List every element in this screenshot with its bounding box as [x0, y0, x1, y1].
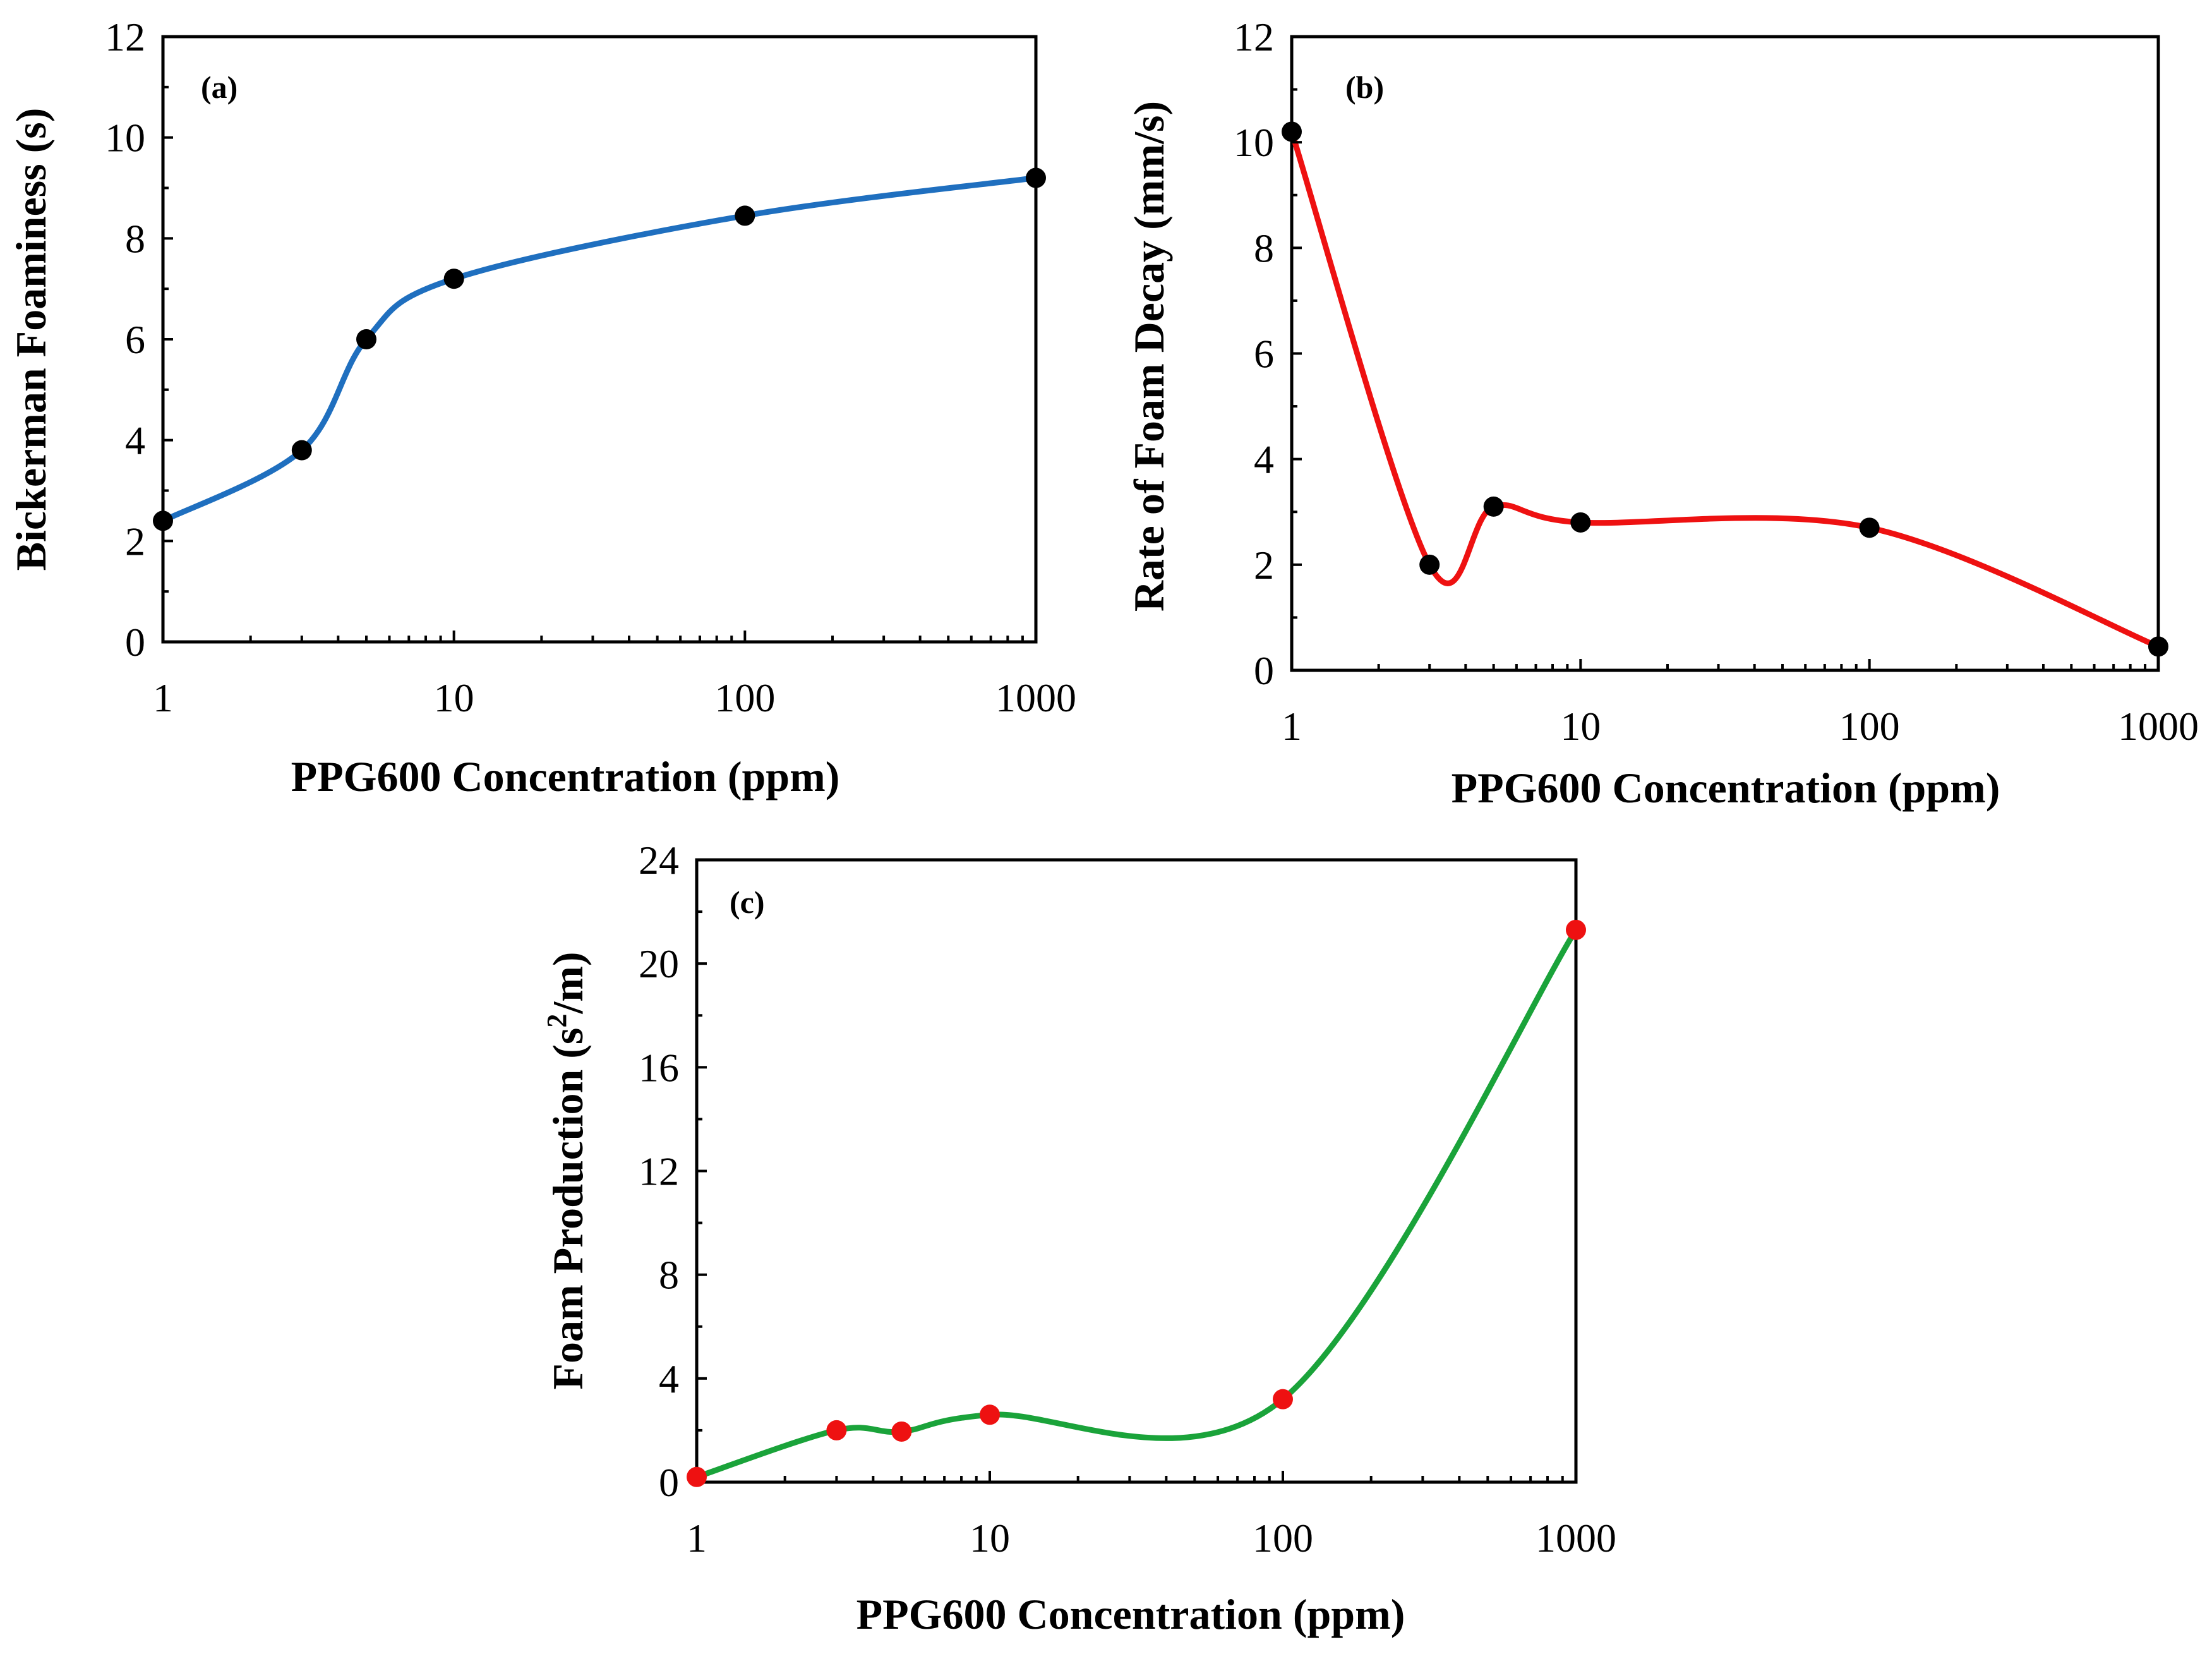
data-point	[1419, 554, 1440, 575]
data-point	[826, 1420, 847, 1440]
data-point	[891, 1421, 912, 1442]
data-point	[153, 510, 173, 531]
panel-b: (b) 0 2 4 6 8 10 12 1 10 100 1000 PPG600 Concentra…	[1125, 15, 2199, 812]
y-tick-label: 8	[659, 1253, 679, 1298]
x-tick-label: 1	[1282, 704, 1302, 749]
x-tick-label: 10	[1560, 704, 1601, 749]
y-axis-title-c-end: /m)	[544, 951, 592, 1014]
data-point	[1273, 1389, 1293, 1410]
y-tick-label: 16	[639, 1045, 679, 1090]
x-tick-label: 1	[687, 1516, 707, 1560]
data-point	[687, 1466, 707, 1487]
data-point	[1282, 121, 1302, 142]
data-point	[980, 1404, 1000, 1425]
x-tick-label: 100	[714, 675, 775, 720]
panel-label-c: (c)	[730, 884, 765, 920]
data-point	[291, 440, 312, 461]
x-tick-label: 10	[970, 1516, 1010, 1560]
x-tick-label: 10	[434, 675, 474, 720]
tick-layer-c: 0 4 8 12 16 20 24 1 10 100 1000	[639, 838, 1616, 1560]
y-tick-label: 0	[125, 620, 145, 665]
y-tick-label: 12	[105, 15, 145, 59]
plot-frame-b	[1290, 35, 2160, 672]
y-tick-label: 2	[125, 519, 145, 564]
y-axis-title-c: Foam Production (s2/m)	[541, 951, 592, 1389]
y-tick-label: 6	[1254, 332, 1274, 377]
curve-layer-b	[1289, 131, 2160, 649]
panel-label-b: (b)	[1345, 69, 1384, 105]
marker-layer-a	[153, 167, 1046, 531]
y-axis-title-b: Rate of Foam Decay (mm/s)	[1125, 101, 1173, 612]
x-axis-title-b: PPG600 Concentration (ppm)	[1452, 764, 2000, 812]
marker-layer-c	[687, 919, 1586, 1487]
y-tick-label: 6	[125, 317, 145, 362]
data-point	[1570, 512, 1591, 533]
data-point	[1026, 167, 1046, 188]
x-axis-title-a: PPG600 Concentration (ppm)	[291, 752, 840, 800]
panel-a: (a) 0 2 4 6 8 10 12 1 10 100 1000 PPG600 Concentra…	[7, 15, 1076, 800]
panel-c: (c) 0 4 8 12 16 20 24 1 10 100 1000 PPG600 Concent…	[541, 838, 1616, 1638]
y-tick-label: 8	[125, 216, 145, 261]
marker-layer-b	[1282, 121, 2168, 657]
y-axis-title-c-main: Foam Production (s	[544, 1028, 592, 1390]
data-point	[443, 269, 464, 289]
data-point	[1566, 919, 1586, 940]
x-tick-label: 100	[1839, 704, 1900, 749]
y-tick-label: 2	[1254, 543, 1274, 588]
data-point	[735, 205, 755, 226]
y-tick-label: 12	[1234, 15, 1274, 59]
data-point	[356, 329, 376, 349]
panel-label-a: (a)	[201, 69, 237, 105]
y-tick-label: 20	[639, 941, 679, 986]
tick-layer-a: 0 2 4 6 8 10 12 1 10 100 1000	[105, 15, 1076, 720]
plot-frame-a	[161, 35, 1038, 644]
y-tick-label: 0	[1254, 648, 1274, 693]
x-tick-label: 1000	[995, 675, 1076, 720]
x-tick-label: 1000	[2118, 704, 2199, 749]
series-line	[161, 175, 1037, 524]
y-tick-label: 10	[105, 116, 145, 160]
data-point	[2148, 636, 2168, 657]
tick-layer-b: 0 2 4 6 8 10 12 1 10 100 1000	[1234, 15, 2199, 749]
curve-layer-a	[161, 175, 1037, 524]
y-tick-label: 12	[639, 1149, 679, 1194]
data-point	[1859, 517, 1880, 538]
y-tick-label: 4	[125, 418, 145, 463]
x-tick-label: 1000	[1536, 1516, 1616, 1560]
y-tick-label: 0	[659, 1460, 679, 1505]
y-axis-title-c-sup: 2	[541, 1014, 572, 1028]
x-tick-label: 1	[153, 675, 173, 720]
y-tick-label: 4	[1254, 437, 1274, 482]
y-tick-label: 4	[659, 1356, 679, 1401]
curve-layer-c	[695, 928, 1578, 1480]
x-axis-title-c: PPG600 Concentration (ppm)	[857, 1590, 1405, 1638]
y-tick-label: 8	[1254, 226, 1274, 270]
x-tick-label: 100	[1253, 1516, 1313, 1560]
series-line	[695, 928, 1578, 1480]
y-tick-label: 10	[1234, 120, 1274, 165]
series-line	[1289, 131, 2160, 649]
y-axis-title-a: Bickerman Foaminess (s)	[7, 108, 55, 571]
y-tick-label: 24	[639, 838, 679, 883]
data-point	[1483, 496, 1504, 517]
